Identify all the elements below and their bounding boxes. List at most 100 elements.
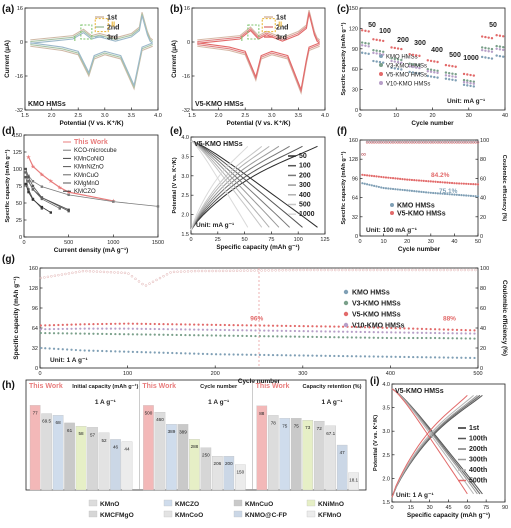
y-axis-label: Potential (V vs. K⁺/K) (372, 415, 379, 471)
rate-point-v5-kmo-hmss (367, 30, 370, 33)
cycle-point-v5-kmo-hmss (375, 175, 378, 178)
long-cycle-point-v5-kmo-hmss (403, 327, 406, 330)
rate-point-v3-kmo-hmss (447, 71, 451, 75)
long-cycle-point-v5-kmo-hmss (162, 323, 165, 326)
cycle-point-v5-kmo-hmss (389, 176, 392, 180)
y-tick-label: 125 (13, 150, 22, 156)
efficiency-point (418, 268, 421, 272)
x-tick-label: 4.0 (154, 113, 162, 119)
legend-label: This Work (74, 139, 108, 146)
efficiency-point (460, 141, 463, 144)
efficiency-point (434, 141, 437, 144)
y-tick-label: 16 (17, 6, 23, 12)
long-cycle-point-v3-kmo-hmss (429, 336, 432, 340)
efficiency-point (81, 269, 85, 273)
efficiency-point (291, 268, 295, 272)
efficiency-point (417, 141, 421, 144)
long-cycle-point-v3-kmo-hmss (267, 335, 270, 338)
long-cycle-point-v3-kmo-hmss (83, 332, 86, 335)
long-cycle-point-v3-kmo-hmss (311, 335, 314, 338)
efficiency-point (267, 269, 270, 272)
comparison-bar (348, 472, 359, 491)
efficiency-point (239, 269, 242, 272)
y-tick-label: 32 (32, 346, 38, 352)
long-cycle-point-v10-kmo-hmss (136, 327, 139, 330)
cycle-point-v5-kmo-hmss (448, 181, 451, 184)
long-cycle-point-v3-kmo-hmss (39, 331, 42, 335)
bar-value-label: 500 (145, 410, 153, 415)
efficiency-point (334, 268, 337, 272)
efficiency-point (470, 268, 474, 272)
cycle-point-kmo-hmss (389, 187, 392, 190)
long-cycle-point-kmo-hmss (61, 348, 64, 351)
long-cycle-point-kmo-hmss (179, 352, 183, 355)
legend-label: 2nd (276, 25, 288, 32)
long-cycle-point-v5-kmo-hmss (92, 323, 95, 326)
comparison-marker (67, 193, 70, 197)
long-cycle-point-v10-kmo-hmss (464, 332, 467, 335)
star-marker: ★ (26, 154, 31, 161)
legend-label: V10-KMO HMSs (386, 81, 430, 87)
efficiency-point (413, 141, 416, 144)
rate-point-kmo-hmss (414, 71, 418, 75)
x-axis-label: Potential (V vs. K⁺/K) (59, 120, 123, 127)
long-cycle-point-v10-kmo-hmss (118, 327, 121, 330)
long-cycle-point-kmo-hmss (289, 354, 292, 357)
long-cycle-point-v5-kmo-hmss (201, 323, 205, 326)
efficiency-point (397, 268, 400, 272)
long-cycle-point-v3-kmo-hmss (105, 332, 108, 336)
cycle-point-v5-kmo-hmss (453, 182, 456, 185)
long-cycle-point-kmo-hmss (429, 356, 432, 359)
cycle-point-kmo-hmss (467, 194, 470, 197)
long-cycle-point-v10-kmo-hmss (254, 329, 257, 332)
x-tick-label: 10 (393, 113, 399, 119)
rate-point-v5-kmo-hmss (498, 34, 502, 37)
long-cycle-point-v5-kmo-hmss (433, 328, 437, 331)
efficiency-point (246, 269, 249, 272)
long-cycle-point-kmo-hmss (425, 356, 428, 359)
long-cycle-point-kmo-hmss (52, 347, 56, 350)
long-cycle-point-v3-kmo-hmss (333, 336, 336, 339)
inner-label: V5-KMO HMSs (395, 388, 444, 395)
efficiency-point (438, 141, 442, 144)
x-tick-label: 100 (123, 371, 132, 377)
long-cycle-point-v3-kmo-hmss (158, 333, 161, 336)
x-tick-label: 50 (242, 237, 248, 243)
efficiency-point (414, 268, 418, 272)
long-cycle-point-v5-kmo-hmss (372, 326, 375, 329)
efficiency-point (102, 270, 106, 274)
efficiency-point (232, 269, 235, 272)
long-cycle-point-kmo-hmss (66, 348, 69, 351)
legend-label: V3-KMO HMSs (352, 301, 401, 308)
long-cycle-point-v5-kmo-hmss (306, 325, 310, 328)
long-cycle-point-v5-kmo-hmss (101, 322, 104, 326)
efficiency-point (384, 141, 388, 144)
rate-label: 300 (414, 40, 426, 47)
bar-value-label: 75 (294, 423, 300, 428)
comparison-bar (110, 439, 121, 491)
long-cycle-point-kmo-hmss (469, 356, 472, 359)
rate-point-kmo-hmss (444, 77, 448, 80)
y-right-tick-label: 0 (480, 234, 483, 240)
cycle-point-v5-kmo-hmss (446, 181, 449, 184)
rate-point-kmo-hmss (372, 59, 375, 63)
legend-label: 500 (299, 202, 311, 209)
legend-label: KMO HMSs (352, 290, 390, 297)
legend-marker (379, 63, 383, 67)
long-cycle-point-v10-kmo-hmss (70, 327, 73, 330)
efficiency-point (448, 141, 451, 144)
long-cycle-point-v10-kmo-hmss (83, 327, 86, 330)
long-cycle-point-v3-kmo-hmss (293, 335, 297, 338)
long-cycle-point-kmo-hmss (140, 351, 143, 354)
long-cycle-point-v5-kmo-hmss (285, 324, 288, 327)
rate-point-v10-kmo-hmss (382, 53, 385, 56)
charge-curve-300th (391, 394, 478, 498)
long-cycle-point-kmo-hmss (433, 356, 437, 359)
long-cycle-point-v5-kmo-hmss (87, 323, 91, 326)
legend-marker (343, 311, 349, 317)
long-cycle-point-v10-kmo-hmss (390, 331, 393, 334)
long-cycle-point-v10-kmo-hmss (188, 328, 191, 331)
legend-label: KMCZO (74, 189, 96, 195)
long-cycle-point-v10-kmo-hmss (403, 331, 406, 334)
efficiency-point (64, 272, 67, 276)
